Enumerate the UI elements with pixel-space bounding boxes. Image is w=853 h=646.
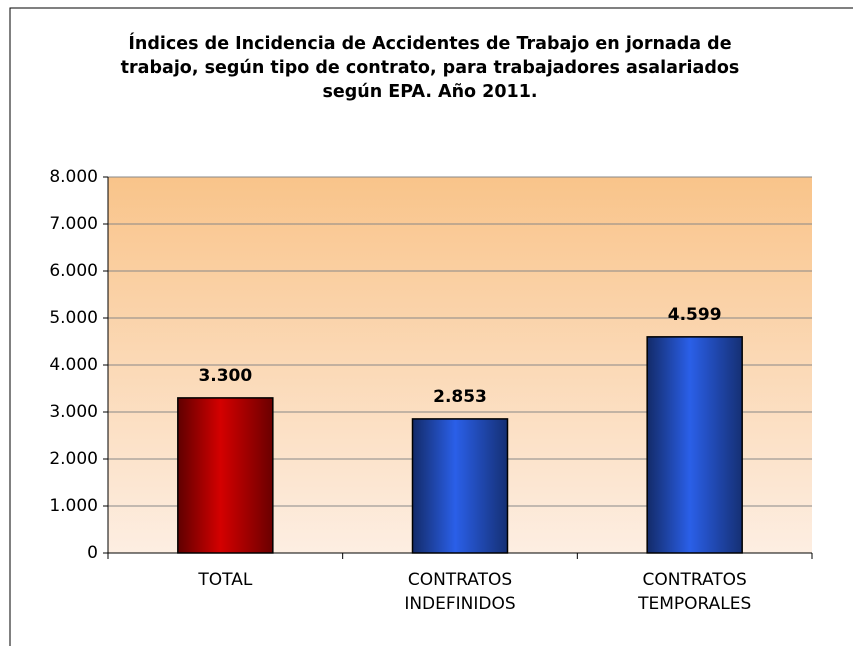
y-tick-label: 7.000 (49, 214, 98, 234)
y-tick-label: 1.000 (49, 496, 98, 516)
bar-shade (647, 336, 743, 553)
x-tick-label: TOTAL (198, 570, 253, 590)
y-tick-label: 4.000 (49, 355, 98, 375)
data-label: 3.300 (198, 366, 252, 386)
y-tick-label: 3.000 (49, 402, 98, 422)
y-tick-label: 8.000 (49, 167, 98, 187)
x-tick-label: CONTRATOS INDEFINIDOS (404, 570, 516, 614)
y-tick-label: 5.000 (49, 308, 98, 328)
data-label: 4.599 (668, 305, 722, 325)
y-tick-label: 6.000 (49, 261, 98, 281)
chart-title: Índices de Incidencia de Accidentes de T… (120, 34, 740, 102)
frame (9, 7, 853, 646)
bar-shade (412, 418, 508, 553)
y-tick-label: 0 (87, 543, 98, 563)
bar-shade (177, 397, 273, 553)
x-tick-label: CONTRATOS TEMPORALES (638, 570, 752, 614)
y-tick-label: 2.000 (49, 449, 98, 469)
data-label: 2.853 (433, 387, 487, 407)
